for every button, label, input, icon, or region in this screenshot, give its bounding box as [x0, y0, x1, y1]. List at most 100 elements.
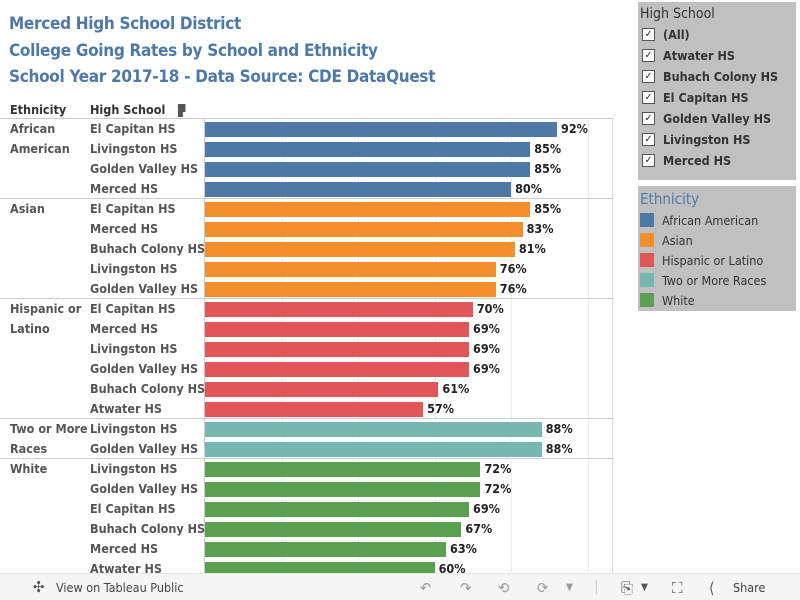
bar-row[interactable]: Golden Valley HS 85%: [0, 159, 614, 179]
value-label: 69%: [473, 361, 500, 376]
bar-row[interactable]: El Capitan HS 70%: [0, 299, 614, 319]
undo-icon[interactable]: ↶: [420, 579, 432, 597]
legend-label: White: [662, 292, 695, 308]
revert-icon[interactable]: ⟲: [498, 579, 510, 597]
bar-row[interactable]: Livingston HS 76%: [0, 259, 614, 279]
bar[interactable]: [205, 262, 496, 277]
filter-option[interactable]: ✓ Golden Valley HS: [638, 108, 796, 129]
bar[interactable]: [205, 442, 542, 457]
bar-row[interactable]: Buhach Colony HS 61%: [0, 379, 614, 399]
legend-item[interactable]: Two or More Races: [638, 270, 796, 290]
bar-row[interactable]: Golden Valley HS 72%: [0, 479, 614, 499]
legend-swatch: [640, 253, 654, 267]
bar[interactable]: [205, 382, 439, 397]
bar[interactable]: [205, 522, 462, 537]
bar-row[interactable]: Atwater HS 60%: [0, 559, 614, 573]
sort-icon[interactable]: ▬ ▬ ▪: [177, 99, 187, 120]
bar[interactable]: [205, 162, 531, 177]
filter-option[interactable]: ✓ Buhach Colony HS: [638, 66, 796, 87]
checkbox-checked-icon[interactable]: ✓: [642, 154, 655, 167]
bar[interactable]: [205, 222, 523, 237]
value-label: 92%: [561, 121, 588, 136]
bar[interactable]: [205, 242, 515, 257]
school-label: Golden Valley HS: [90, 441, 199, 456]
bar[interactable]: [205, 302, 473, 317]
bar-row[interactable]: El Capitan HS 92%: [0, 119, 614, 139]
value-label: 69%: [473, 341, 500, 356]
filter-option[interactable]: ✓ Merced HS: [638, 150, 796, 171]
value-label: 63%: [450, 541, 477, 556]
refresh-icon[interactable]: ⟳: [537, 579, 549, 597]
redo-icon[interactable]: ↷: [460, 579, 472, 597]
bar-row[interactable]: Merced HS 80%: [0, 179, 614, 199]
filter-option-label: Buhach Colony HS: [663, 69, 779, 84]
bar-row[interactable]: El Capitan HS 69%: [0, 499, 614, 519]
download-icon[interactable]: ⎘: [621, 579, 634, 597]
bar-row[interactable]: Livingston HS 69%: [0, 339, 614, 359]
filter-option[interactable]: ✓ Livingston HS: [638, 129, 796, 150]
bar-row[interactable]: El Capitan HS 85%: [0, 199, 614, 219]
legend-item[interactable]: African American: [638, 210, 796, 230]
bar-row[interactable]: Buhach Colony HS 81%: [0, 239, 614, 259]
bar[interactable]: [205, 422, 542, 437]
legend-label: African American: [662, 212, 759, 228]
download-dropdown-icon[interactable]: ▼: [641, 582, 648, 593]
filter-title: High School: [640, 6, 715, 22]
checkbox-checked-icon[interactable]: ✓: [642, 70, 655, 83]
school-header: High School: [90, 102, 166, 117]
school-label: Buhach Colony HS: [90, 521, 206, 536]
bar[interactable]: [205, 342, 469, 357]
bar-row[interactable]: Golden Valley HS 88%: [0, 439, 614, 459]
bar-row[interactable]: Merced HS 69%: [0, 319, 614, 339]
share-icon[interactable]: ⟨: [709, 579, 715, 597]
bar[interactable]: [205, 142, 531, 157]
school-label: Buhach Colony HS: [90, 381, 206, 396]
view-on-tableau-link[interactable]: View on Tableau Public: [56, 580, 184, 595]
bar[interactable]: [205, 282, 496, 297]
bar[interactable]: [205, 542, 447, 557]
bar[interactable]: [205, 322, 469, 337]
legend-label: Hispanic or Latino: [662, 252, 764, 268]
filter-option-label: Merced HS: [663, 153, 732, 168]
bar[interactable]: [205, 462, 481, 477]
checkbox-checked-icon[interactable]: ✓: [642, 28, 655, 41]
bar[interactable]: [205, 502, 469, 517]
bar-row[interactable]: Golden Valley HS 69%: [0, 359, 614, 379]
fullscreen-icon[interactable]: ⛶: [672, 579, 683, 597]
checkbox-checked-icon[interactable]: ✓: [642, 133, 655, 146]
refresh-dropdown-icon[interactable]: ▼: [566, 582, 573, 593]
bar-row[interactable]: Merced HS 83%: [0, 219, 614, 239]
bar[interactable]: [205, 482, 481, 497]
filter-option[interactable]: ✓ El Capitan HS: [638, 87, 796, 108]
school-label: Atwater HS: [90, 401, 163, 416]
filter-option[interactable]: ✓ Atwater HS: [638, 45, 796, 66]
bar[interactable]: [205, 402, 424, 417]
checkbox-checked-icon[interactable]: ✓: [642, 91, 655, 104]
bar[interactable]: [205, 122, 557, 137]
bar[interactable]: [205, 202, 531, 217]
bar-row[interactable]: Livingston HS 88%: [0, 419, 614, 439]
filter-option[interactable]: ✓ (All): [638, 24, 796, 45]
checkbox-checked-icon[interactable]: ✓: [642, 49, 655, 62]
checkbox-checked-icon[interactable]: ✓: [642, 112, 655, 125]
title-line-1: Merced High School District: [9, 14, 242, 34]
school-label: Golden Valley HS: [90, 281, 199, 296]
legend-item[interactable]: White: [638, 290, 796, 310]
value-label: 69%: [473, 321, 500, 336]
bar-row[interactable]: Livingston HS 85%: [0, 139, 614, 159]
high-school-filter: High School ✓ (All) ✓ Atwater HS ✓ Buhach Col…: [638, 2, 796, 180]
bar-row[interactable]: Golden Valley HS 76%: [0, 279, 614, 299]
school-label: El Capitan HS: [90, 121, 176, 136]
bar[interactable]: [205, 182, 512, 197]
bar[interactable]: [205, 362, 469, 377]
ethnicity-label: White: [10, 461, 48, 476]
bar-row[interactable]: Buhach Colony HS 67%: [0, 519, 614, 539]
legend-item[interactable]: Asian: [638, 230, 796, 250]
legend-item[interactable]: Hispanic or Latino: [638, 250, 796, 270]
bar[interactable]: [205, 562, 435, 573]
bar-row[interactable]: Merced HS 63%: [0, 539, 614, 559]
footer-toolbar: ✣ View on Tableau Public ↶ ↷ ⟲ ⟳ ▼ ⎘ ▼ ⛶…: [0, 573, 800, 600]
bar-row[interactable]: Livingston HS 72%: [0, 459, 614, 479]
bar-row[interactable]: Atwater HS 57%: [0, 399, 614, 419]
share-button[interactable]: Share: [733, 580, 766, 595]
